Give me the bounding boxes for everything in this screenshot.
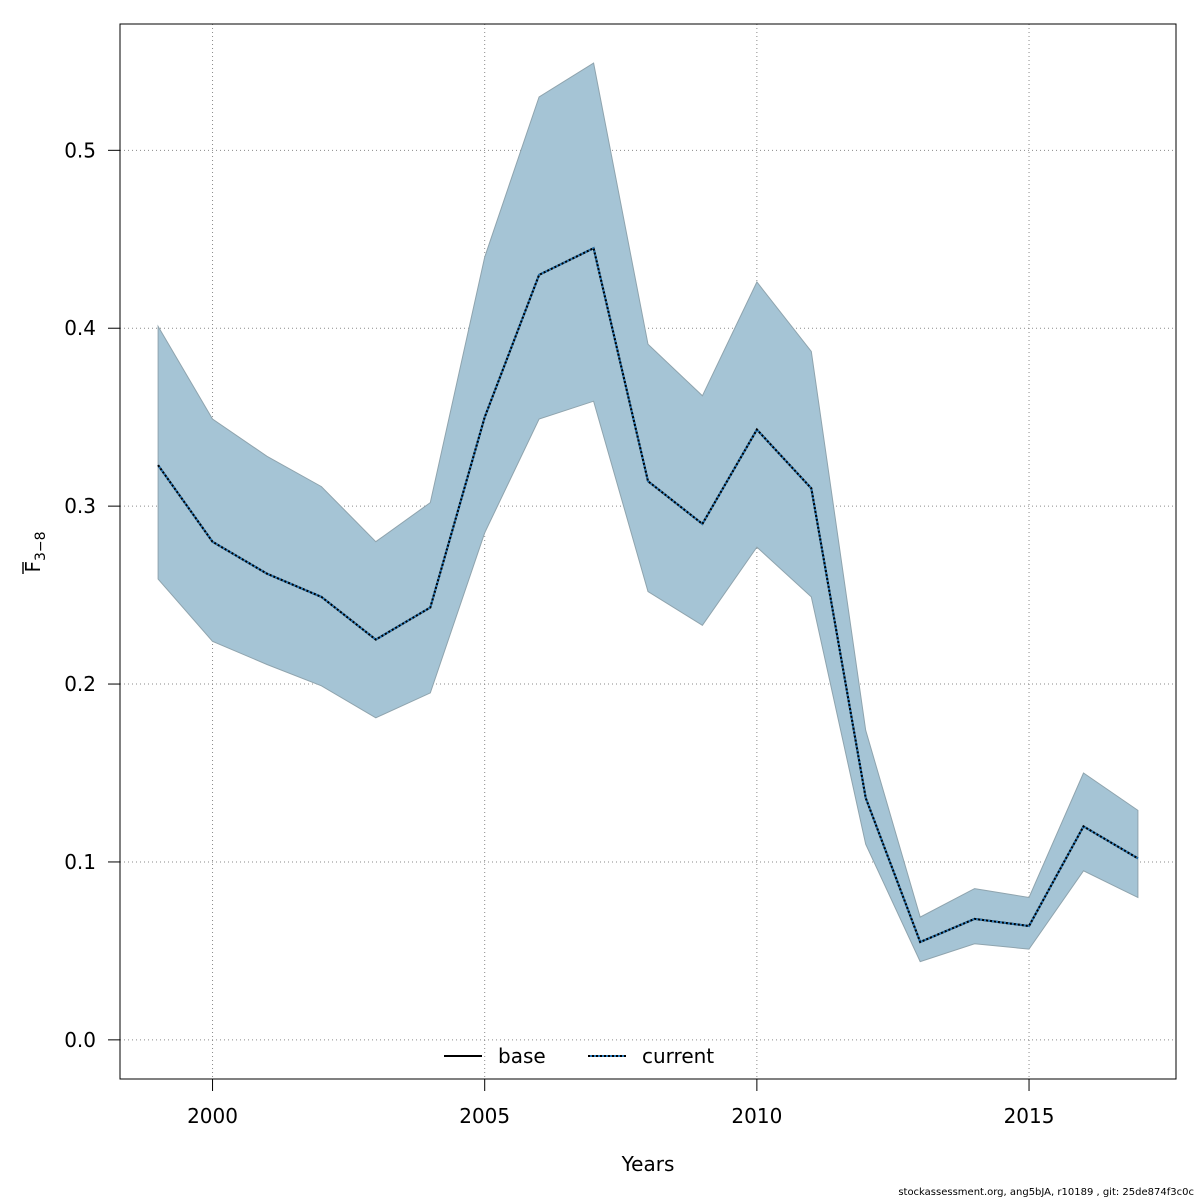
series-line-current — [157, 246, 1139, 944]
legend: base current — [444, 1044, 714, 1068]
y-tick-label: 0.5 — [64, 138, 96, 162]
y-axis-title-main: F — [21, 561, 45, 573]
x-axis-title: Years — [621, 1152, 675, 1176]
svg-text:F3−8: F3−8 — [21, 531, 49, 572]
axis-ticks: 2000 2005 2010 2015 0.0 0.1 0.2 0.3 0.4 0.5 — [64, 138, 1054, 1128]
x-tick-label: 2005 — [459, 1104, 510, 1128]
y-tick-label: 0.1 — [64, 850, 96, 874]
confidence-band-layer — [157, 62, 1139, 963]
y-tick-label: 0.2 — [64, 672, 96, 696]
y-tick-label: 0.4 — [64, 316, 96, 340]
x-tick-label: 2000 — [187, 1104, 238, 1128]
series-lines-layer — [157, 246, 1139, 944]
x-tick-label: 2015 — [1004, 1104, 1055, 1128]
y-tick-label: 0.3 — [64, 494, 96, 518]
x-tick-label: 2010 — [731, 1104, 782, 1128]
legend-label-base: base — [498, 1044, 546, 1068]
confidence-band — [157, 62, 1139, 963]
footer-credit: stockassessment.org, ang5bJA, r10189 , g… — [898, 1187, 1194, 1198]
y-tick-label: 0.0 — [64, 1028, 96, 1052]
y-axis-title: F3−8 — [21, 531, 49, 574]
plot-frame — [119, 23, 1177, 1080]
y-axis-title-subscript: 3−8 — [33, 531, 49, 561]
legend-label-current: current — [642, 1044, 714, 1068]
